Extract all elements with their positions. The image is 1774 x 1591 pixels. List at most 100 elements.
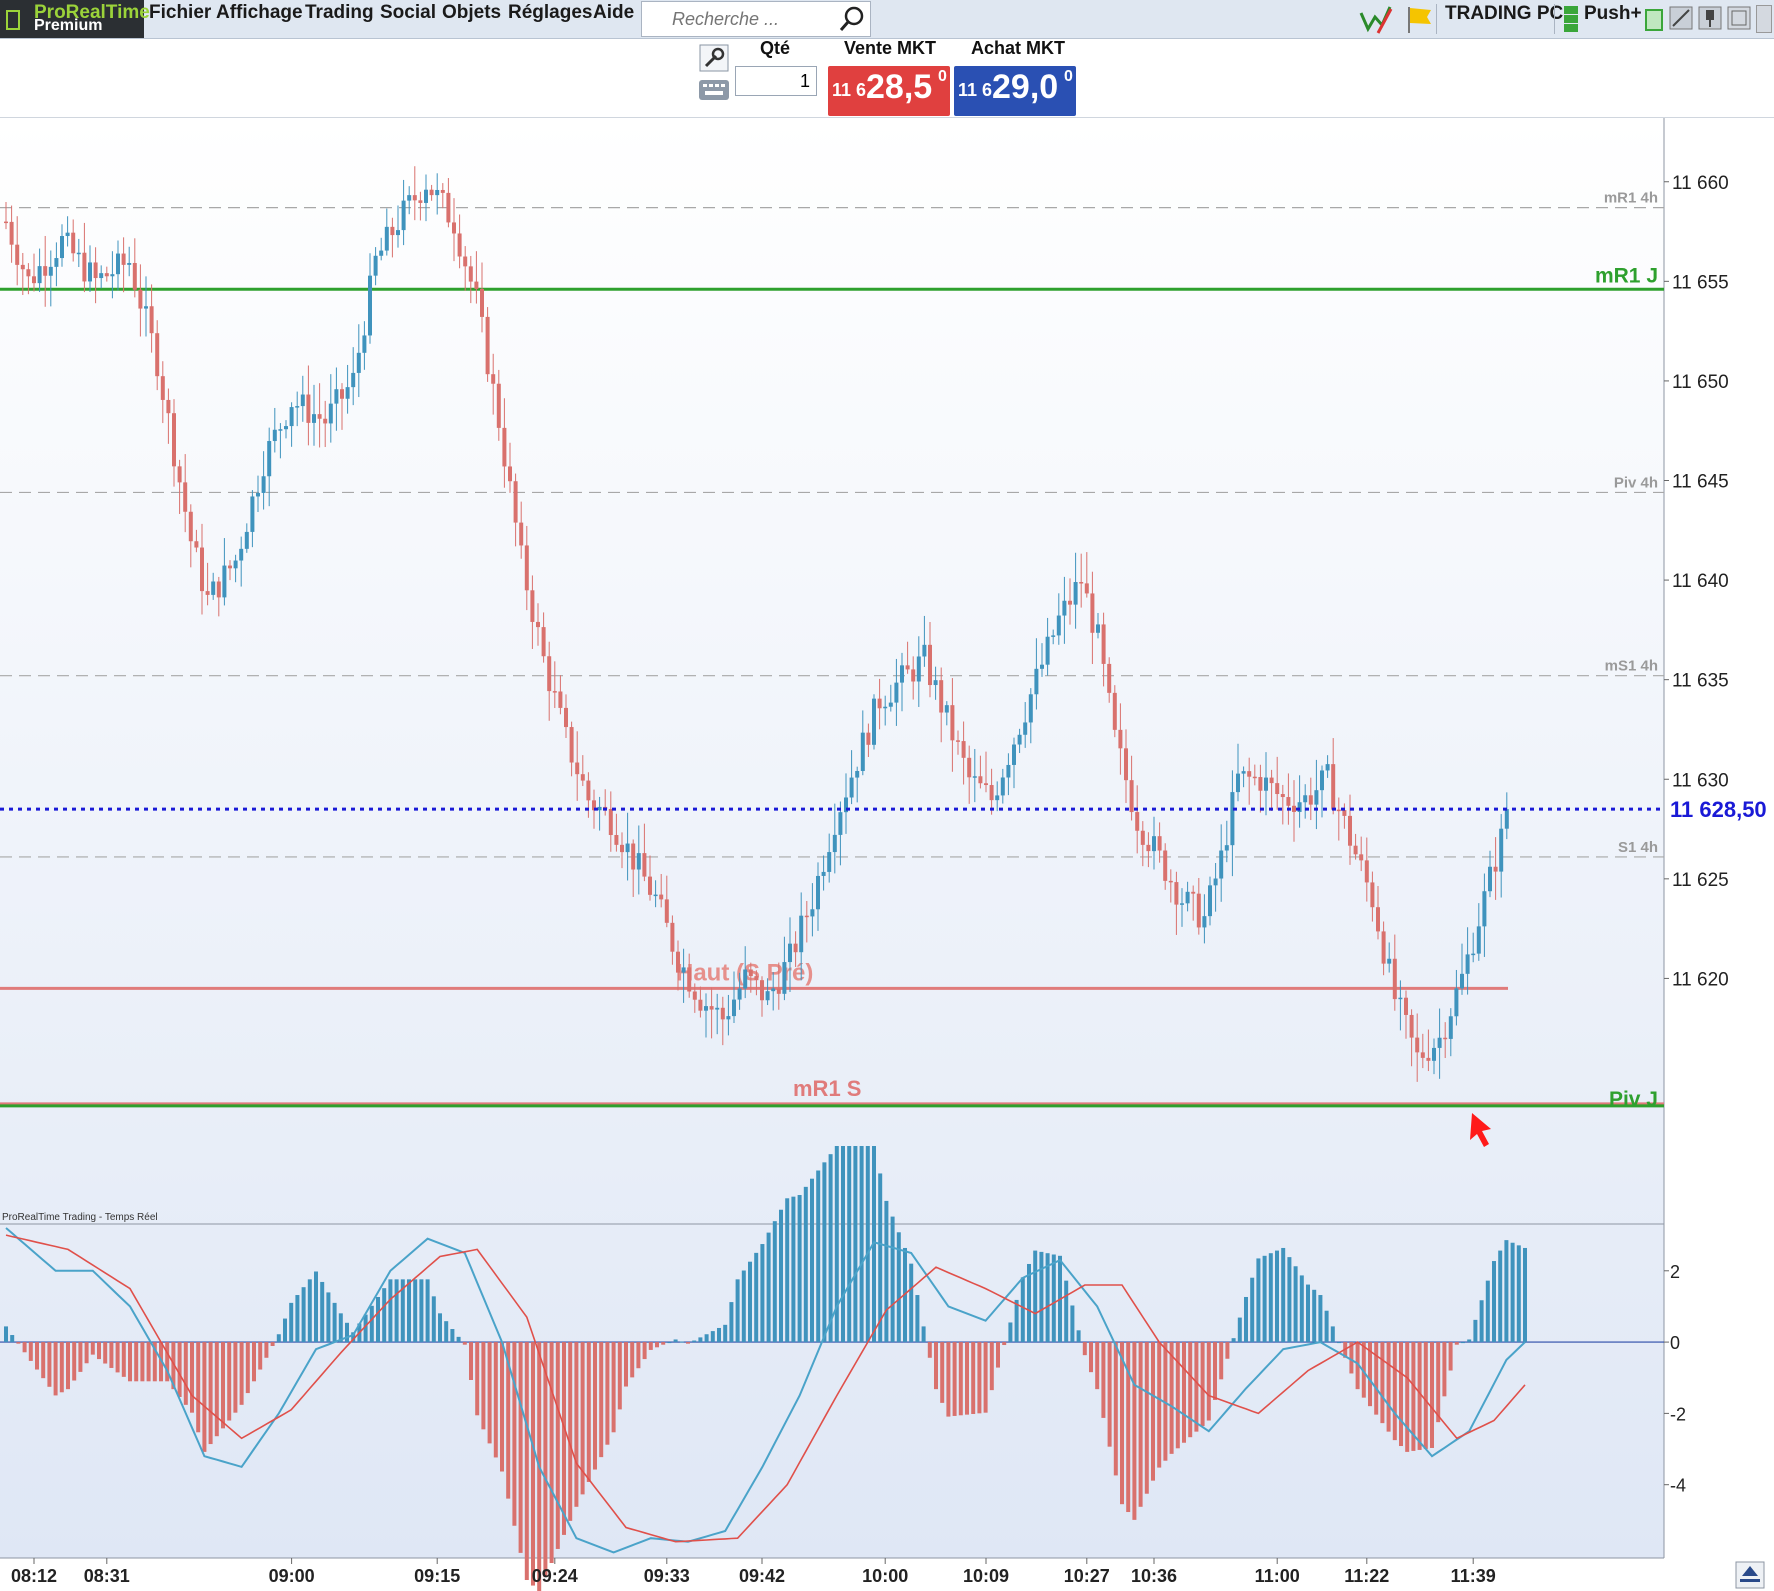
candle xyxy=(1292,780,1296,842)
macd-histogram-bar xyxy=(555,1342,560,1549)
candle xyxy=(905,641,910,674)
svg-text:11 620: 11 620 xyxy=(1672,969,1729,990)
macd-histogram-bar xyxy=(686,1342,690,1344)
menu-fichier[interactable]: Fichier xyxy=(149,2,212,23)
macd-histogram-bar xyxy=(47,1342,52,1387)
macd-histogram-bar xyxy=(332,1302,337,1343)
candle xyxy=(648,855,652,901)
top-toolbar: ProRealTime Premium Fichier Affichage Tr… xyxy=(0,0,1774,39)
macd-histogram-bar xyxy=(1386,1342,1391,1432)
candle xyxy=(704,993,708,1038)
macd-tick: -2 xyxy=(1664,1404,1686,1424)
candle xyxy=(1420,1033,1425,1069)
time-tick: 09:24 xyxy=(532,1558,578,1586)
macd-histogram-bar xyxy=(1082,1342,1087,1356)
macd-histogram-bar xyxy=(698,1337,703,1343)
buy-market-button[interactable]: 11 6 29,0 0 xyxy=(954,66,1076,116)
macd-histogram-bar xyxy=(1510,1242,1515,1343)
macd-histogram-bar xyxy=(1138,1342,1143,1507)
macd-histogram-bar xyxy=(1120,1342,1124,1505)
drawing-tools-icon[interactable] xyxy=(1358,3,1394,35)
candle xyxy=(653,880,658,908)
candle xyxy=(1331,738,1336,815)
candle xyxy=(463,246,468,291)
menu-trading[interactable]: Trading xyxy=(305,2,374,23)
candle xyxy=(877,678,882,730)
wrench-icon[interactable] xyxy=(699,44,729,72)
account-label[interactable]: TRADING PC xyxy=(1445,3,1564,24)
candle xyxy=(373,247,378,286)
time-tick: 10:00 xyxy=(862,1558,908,1586)
candle xyxy=(1314,759,1319,830)
macd-histogram-bar xyxy=(134,1342,139,1382)
candle xyxy=(211,572,216,600)
candle xyxy=(1280,784,1285,825)
candle xyxy=(967,745,972,804)
pin-icon[interactable] xyxy=(1697,5,1723,31)
candle xyxy=(687,953,692,998)
macd-histogram-bar xyxy=(245,1342,250,1394)
candle xyxy=(1185,881,1190,912)
price-tick: 11 640 xyxy=(1664,571,1729,592)
macd-histogram-bar xyxy=(772,1221,777,1343)
macd-histogram-bar xyxy=(1461,1342,1465,1344)
candle xyxy=(1174,871,1179,935)
macd-histogram-bar xyxy=(1101,1342,1106,1418)
scroll-up-icon[interactable] xyxy=(1735,1561,1765,1589)
candle xyxy=(827,833,832,883)
candle xyxy=(43,235,48,307)
macd-histogram-bar xyxy=(965,1342,969,1415)
macd-histogram-bar xyxy=(1225,1342,1230,1359)
sell-market-button[interactable]: 11 6 28,5 0 xyxy=(828,66,950,116)
macd-histogram-bar xyxy=(227,1342,232,1421)
candle xyxy=(832,803,837,874)
candle xyxy=(732,971,736,1024)
search-icon[interactable] xyxy=(838,5,866,33)
window-icon[interactable] xyxy=(1726,5,1752,31)
menu-social[interactable]: Social xyxy=(380,2,436,23)
candle xyxy=(1230,770,1235,877)
quantity-input[interactable] xyxy=(735,66,817,96)
candle xyxy=(536,603,540,646)
candle xyxy=(1040,643,1044,677)
candle xyxy=(368,253,372,344)
macd-histogram-bar xyxy=(1126,1342,1131,1513)
macd-histogram-bar xyxy=(586,1342,591,1482)
candle xyxy=(60,224,64,267)
time-tick: 09:33 xyxy=(644,1558,690,1586)
menu-reglages[interactable]: Réglages xyxy=(508,2,593,23)
flag-icon[interactable] xyxy=(1404,4,1434,34)
menu-affichage[interactable]: Affichage xyxy=(216,2,303,23)
search-input[interactable] xyxy=(670,2,854,36)
candle xyxy=(440,183,445,209)
macd-histogram-bar xyxy=(1064,1280,1069,1343)
macd-histogram-bar xyxy=(400,1279,405,1343)
fullscreen-icon[interactable] xyxy=(1668,5,1694,31)
macd-histogram-bar xyxy=(438,1313,442,1343)
scroll-handle[interactable] xyxy=(1756,5,1772,33)
candle xyxy=(620,832,624,869)
menu-objets[interactable]: Objets xyxy=(442,2,502,23)
candle xyxy=(681,948,686,1003)
svg-text:11:22: 11:22 xyxy=(1344,1566,1389,1586)
macd-histogram-bar xyxy=(1318,1295,1323,1343)
candle xyxy=(452,198,456,262)
keyboard-icon[interactable] xyxy=(698,78,730,102)
push-button[interactable]: Push+ xyxy=(1584,3,1642,24)
macd-histogram-bar xyxy=(264,1342,269,1358)
macd-histogram-bar xyxy=(952,1342,957,1416)
macd-histogram-bar xyxy=(165,1342,170,1382)
macd-histogram-bar xyxy=(487,1342,492,1444)
macd-histogram-bar xyxy=(1095,1342,1100,1390)
macd-histogram-bar xyxy=(803,1186,808,1343)
macd-histogram-bar xyxy=(934,1342,938,1390)
menu-aide[interactable]: Aide xyxy=(593,2,635,23)
candle xyxy=(1129,755,1134,821)
macd-histogram-bar xyxy=(1454,1342,1459,1345)
macd-histogram-bar xyxy=(456,1336,461,1343)
candle xyxy=(1336,797,1341,841)
macd-histogram-bar xyxy=(853,1146,858,1343)
candle xyxy=(407,186,412,215)
macd-histogram-bar xyxy=(450,1329,455,1343)
